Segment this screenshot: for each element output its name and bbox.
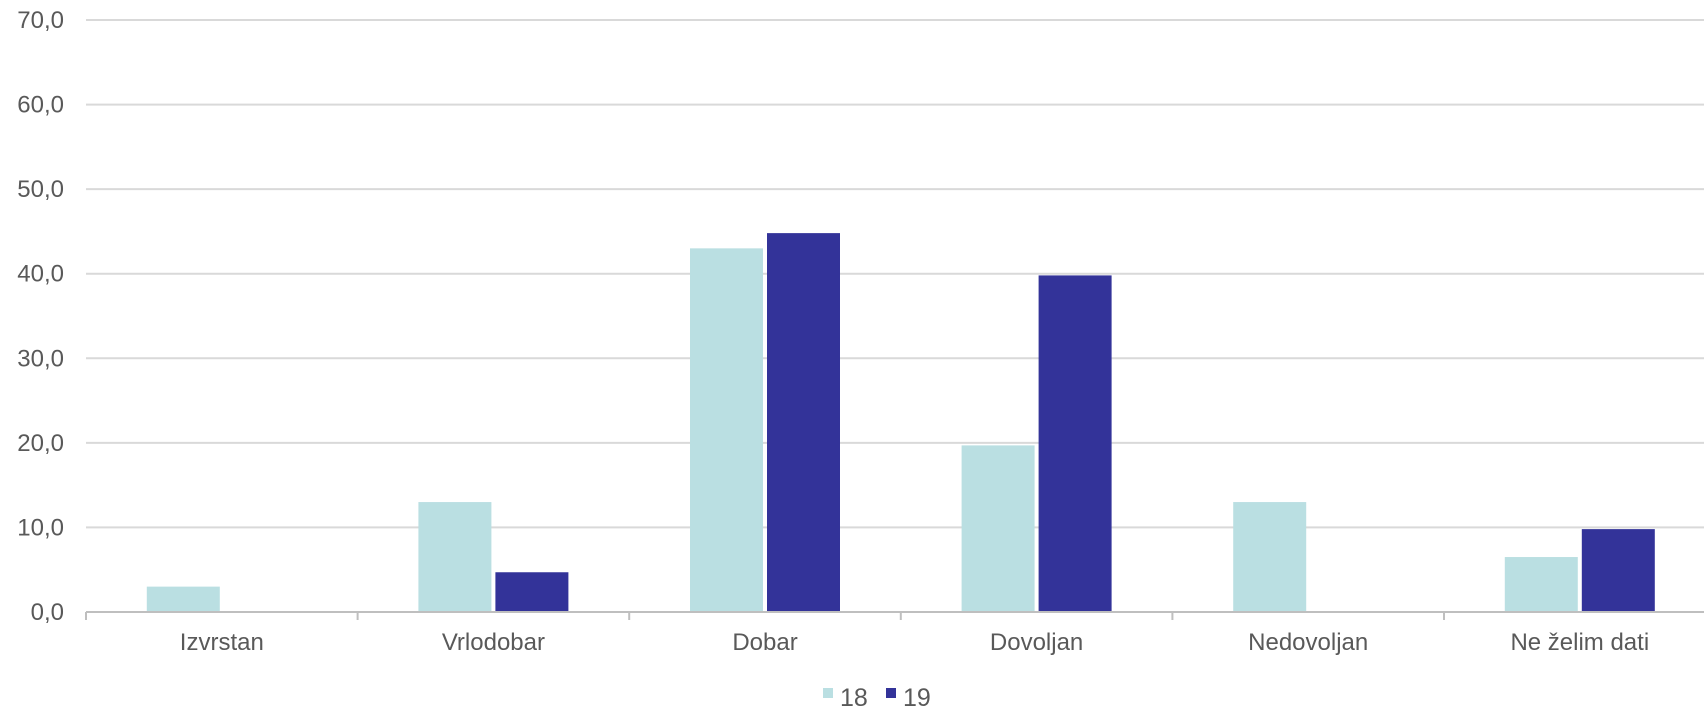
legend-label: 18 [840, 684, 868, 707]
y-tick-label: 10,0 [17, 514, 64, 541]
bar-19-2 [767, 233, 840, 612]
y-tick-label: 50,0 [17, 176, 64, 203]
y-tick-label: 20,0 [17, 430, 64, 457]
category-label: Ne želim dati [1510, 629, 1649, 656]
bars [146, 233, 1655, 613]
bar-19-1 [495, 572, 569, 612]
bar-18-3 [961, 445, 1035, 612]
bar-19-3 [1038, 275, 1112, 612]
category-labels: Izvrstan Vrlodobar Dobar Dovoljan Nedovoljan… [180, 629, 1649, 656]
y-tick-label: 0,0 [31, 599, 64, 626]
legend-swatch-18 [823, 688, 833, 698]
bar-18-2 [690, 248, 763, 613]
legend: 18 19 [823, 684, 931, 707]
category-label: Dobar [732, 629, 797, 656]
category-label: Vrlodobar [442, 629, 545, 656]
category-label: Dovoljan [990, 629, 1083, 656]
category-label: Izvrstan [180, 629, 264, 656]
legend-label: 19 [903, 684, 931, 707]
bar-18-0 [146, 586, 220, 612]
y-tick-label: 30,0 [17, 345, 64, 372]
y-tick-label: 60,0 [17, 92, 64, 119]
bar-18-4 [1233, 502, 1307, 612]
y-tick-label: 70,0 [17, 7, 64, 34]
gridlines [86, 19, 1704, 529]
y-tick-label: 40,0 [17, 261, 64, 288]
category-label: Nedovoljan [1248, 629, 1368, 656]
x-axis [85, 611, 1704, 620]
bar-18-1 [418, 502, 492, 612]
y-tick-labels: 0,0 10,0 20,0 30,0 40,0 50,0 60,0 70,0 [17, 7, 64, 626]
bar-19-5 [1581, 529, 1655, 612]
bar-18-5 [1504, 557, 1578, 612]
legend-swatch-19 [886, 688, 896, 698]
